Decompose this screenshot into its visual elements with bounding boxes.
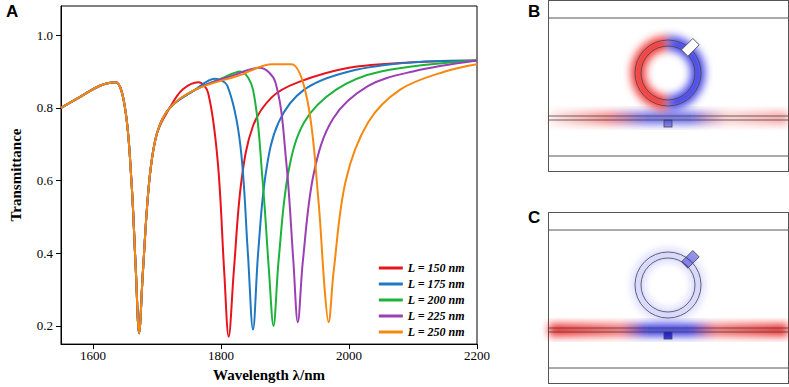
svg-text:0.4: 0.4 bbox=[37, 246, 54, 261]
svg-text:L = 200 nm: L = 200 nm bbox=[407, 293, 465, 307]
html-text:A: A bbox=[6, 2, 19, 21]
html-text:B: B bbox=[528, 2, 541, 21]
svg-text:0.8: 0.8 bbox=[37, 100, 53, 115]
svg-text:0.6: 0.6 bbox=[37, 173, 54, 188]
svg-text:1600: 1600 bbox=[80, 348, 106, 363]
svg-text:L = 250 nm: L = 250 nm bbox=[407, 325, 465, 339]
svg-text:L = 150 nm: L = 150 nm bbox=[407, 261, 465, 275]
svg-text:L = 175 nm: L = 175 nm bbox=[407, 277, 465, 291]
html-text:C: C bbox=[528, 208, 541, 227]
svg-text:1800: 1800 bbox=[208, 348, 234, 363]
svg-text:Transmittance: Transmittance bbox=[8, 128, 24, 221]
svg-text:Wavelength λ/nm: Wavelength λ/nm bbox=[213, 367, 325, 383]
svg-text:0.2: 0.2 bbox=[37, 318, 53, 333]
svg-text:2200: 2200 bbox=[464, 348, 490, 363]
svg-text:L = 225 nm: L = 225 nm bbox=[407, 309, 465, 323]
svg-text:1.0: 1.0 bbox=[37, 28, 53, 43]
svg-text:2000: 2000 bbox=[336, 348, 362, 363]
